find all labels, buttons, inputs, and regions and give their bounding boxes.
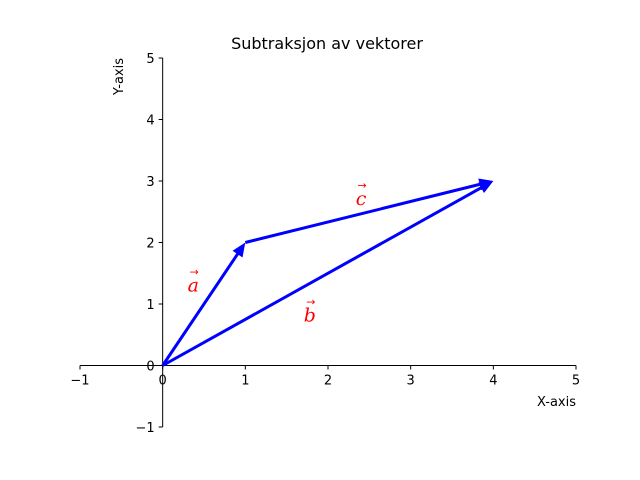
vector-c-head (478, 178, 494, 191)
vector-c-shaft (244, 182, 483, 244)
x-tick-label: 1 (241, 374, 249, 389)
x-tick-label: 3 (407, 374, 415, 389)
y-tick-label: 1 (146, 298, 154, 313)
chart-title: Subtraksjon av vektorer (231, 34, 423, 53)
vector-a-shaft (161, 251, 240, 367)
y-tick-label: 0 (146, 360, 154, 375)
y-axis-label: Y-axis (112, 58, 127, 96)
vector-a: a→ (161, 242, 246, 367)
vector-a-label: a (188, 274, 199, 296)
x-tick-label: 0 (159, 374, 167, 389)
y-tick-label: 5 (146, 52, 154, 67)
vector-a-head (232, 242, 246, 258)
y-tick-label: 4 (146, 114, 154, 129)
y-tick-label: −1 (135, 421, 154, 436)
vector-b-label: b (304, 304, 316, 326)
x-tick-label: −1 (70, 374, 89, 389)
vector-b-shaft (161, 185, 484, 367)
vector-arrow-mark: → (306, 295, 315, 308)
vector-arrow-mark: → (190, 265, 199, 278)
y-tick-label: 3 (146, 175, 154, 190)
vector-b: b→ (161, 181, 494, 367)
vector-c-label: c (356, 188, 367, 210)
x-tick-label: 4 (489, 374, 497, 389)
x-axis-label: X-axis (537, 395, 576, 410)
y-tick-label: 2 (146, 237, 154, 252)
vectors: a→b→c→ (161, 178, 494, 367)
axis-ticks: −1 0 1 2 3 4 5 −1 0 1 2 3 4 5 (70, 52, 580, 436)
vector-arrow-mark: → (357, 179, 366, 192)
x-tick-label: 5 (572, 374, 580, 389)
x-tick-label: 2 (324, 374, 332, 389)
vector-c: c→ (244, 178, 494, 244)
